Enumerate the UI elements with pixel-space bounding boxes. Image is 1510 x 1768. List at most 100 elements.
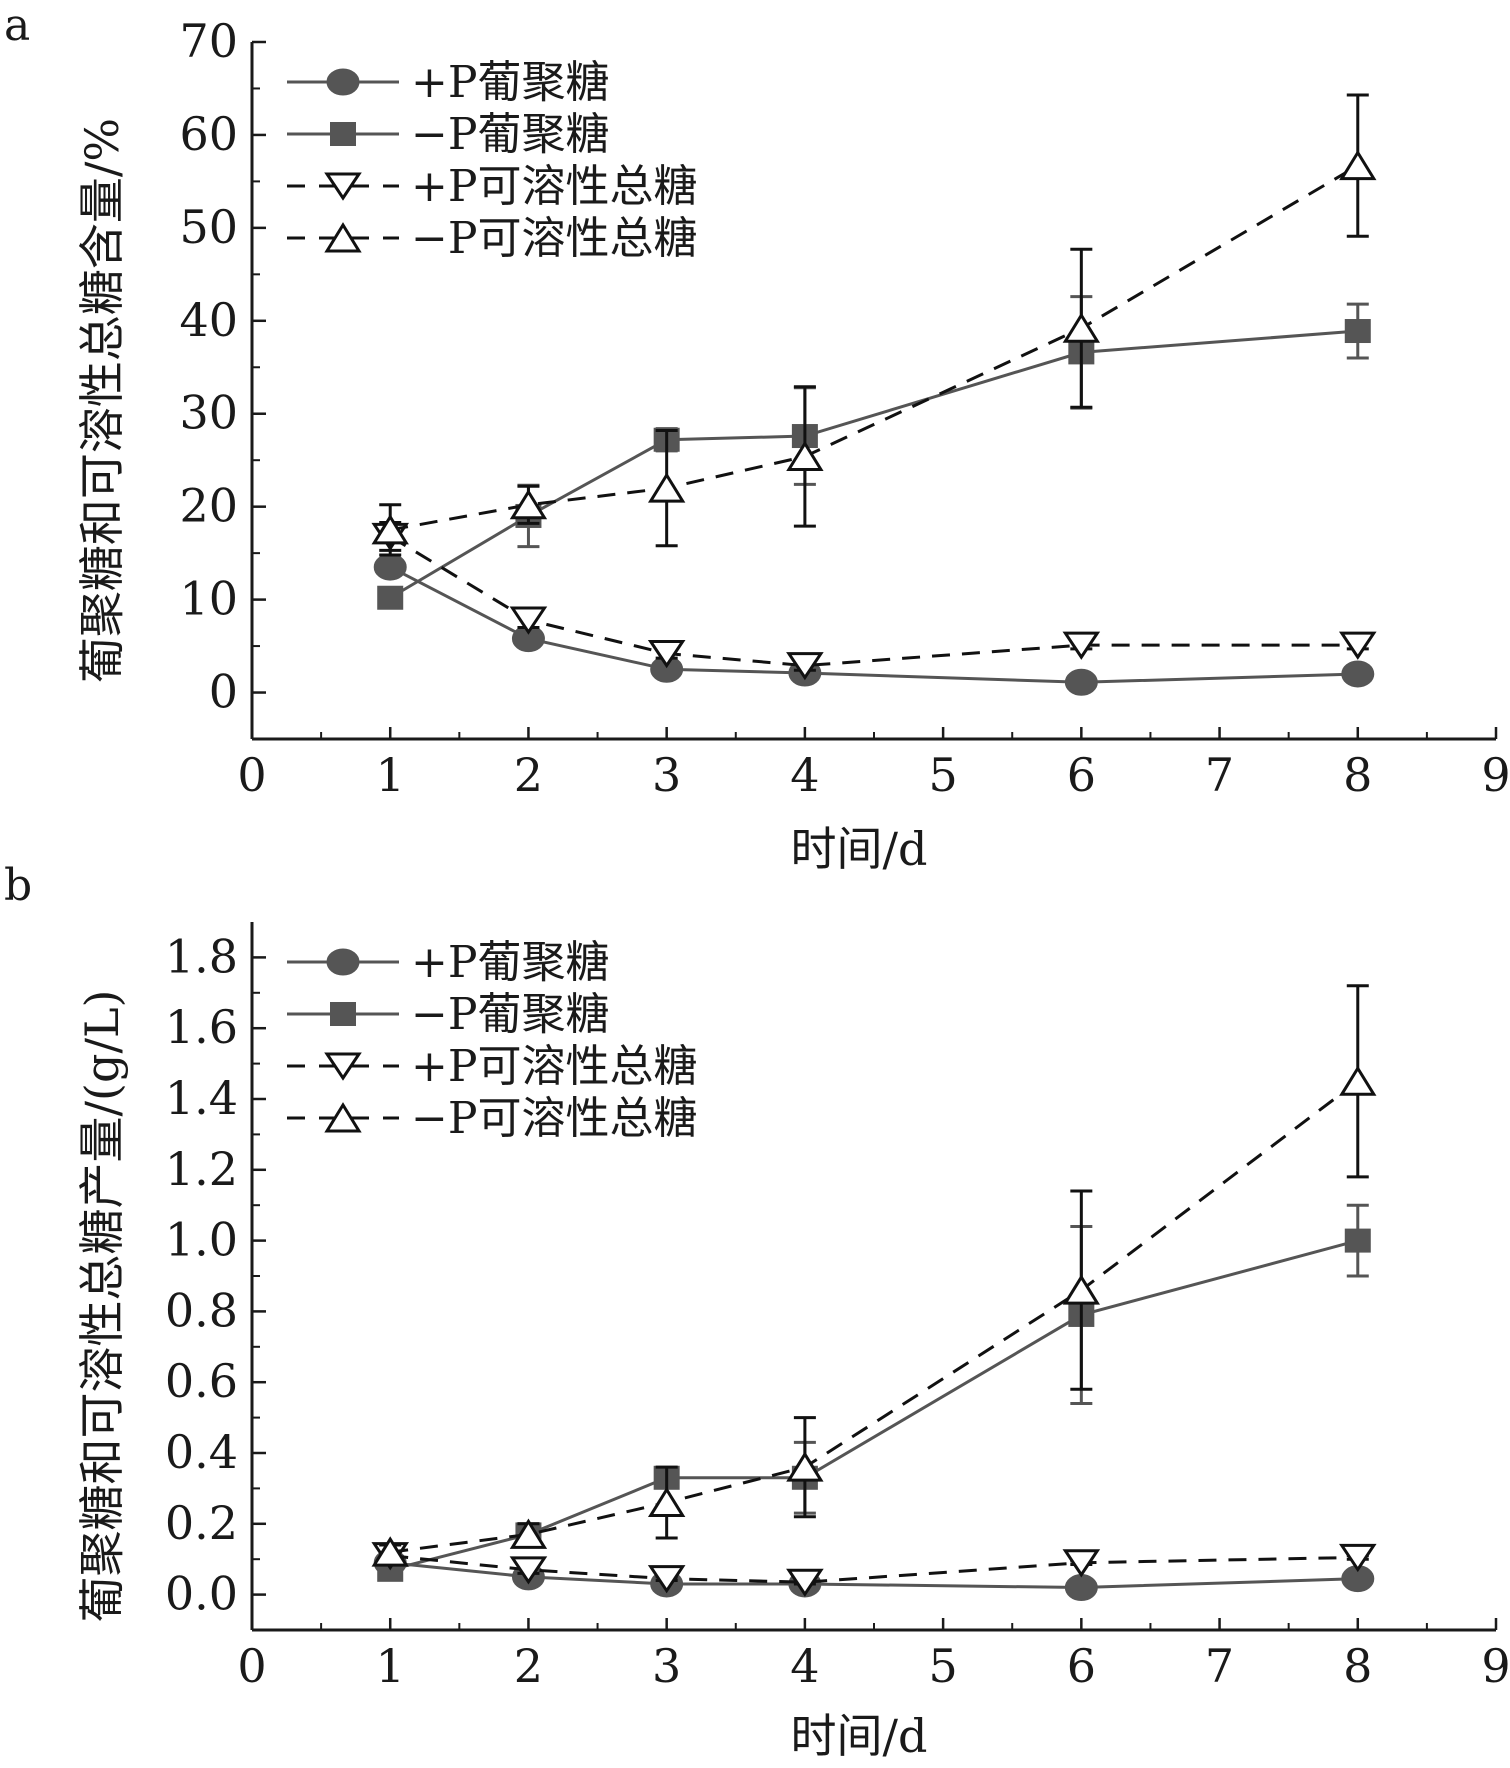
data-point <box>647 472 686 503</box>
legend: +P葡聚糖−P葡聚糖+P可溶性总糖−P可溶性总糖 <box>287 57 697 264</box>
data-point <box>1062 1549 1101 1578</box>
y-tick-label: 20 <box>179 479 238 533</box>
y-tick-label: 0 <box>209 665 238 719</box>
x-tick-label: 3 <box>652 748 681 802</box>
data-point <box>1344 319 1371 344</box>
y-tick-label: 40 <box>179 293 238 347</box>
data-point <box>647 640 686 669</box>
y-tick-label: 0.4 <box>165 1425 238 1479</box>
legend-label: +P可溶性总糖 <box>411 161 697 212</box>
y-tick-label: 1.4 <box>165 1071 238 1125</box>
legend-label: −P葡聚糖 <box>411 109 609 160</box>
data-point <box>1338 631 1377 660</box>
y-tick-label: 1.8 <box>165 929 238 983</box>
x-axis-title: 时间/d <box>791 1709 928 1763</box>
series-line <box>390 1080 1359 1554</box>
data-point <box>786 440 824 471</box>
x-tick-label: 5 <box>928 748 957 802</box>
legend-label: +P葡聚糖 <box>411 937 609 988</box>
y-tick-label: 0.0 <box>165 1567 238 1621</box>
y-tick-label: 10 <box>179 572 238 626</box>
y-tick-label: 1.0 <box>165 1213 238 1267</box>
legend-marker <box>324 172 362 201</box>
data-point <box>1341 660 1375 688</box>
series-line <box>389 565 1358 684</box>
y-tick-label: 1.2 <box>165 1142 238 1196</box>
data-point <box>1062 1274 1101 1305</box>
series-line <box>389 329 1358 600</box>
series-3 <box>371 93 1377 557</box>
y-tick-label: 70 <box>179 14 238 68</box>
legend: +P葡聚糖−P葡聚糖+P可溶性总糖−P可溶性总糖 <box>287 937 697 1144</box>
series-line <box>389 1239 1359 1572</box>
legend-marker <box>324 222 362 253</box>
data-point <box>509 1556 548 1585</box>
x-tick-label: 5 <box>928 1639 957 1693</box>
data-point <box>1339 1065 1377 1096</box>
y-axis-title: 葡聚糖和可溶性总糖含量/% <box>75 118 129 683</box>
series-line <box>390 1561 1358 1590</box>
x-tick-label: 8 <box>1343 748 1372 802</box>
y-tick-label: 1.6 <box>165 1000 238 1054</box>
x-tick-label: 0 <box>237 748 266 802</box>
legend-marker <box>330 1002 356 1026</box>
panel-letter: a <box>4 0 30 51</box>
y-tick-label: 30 <box>179 386 238 440</box>
legend-label: −P可溶性总糖 <box>411 1093 697 1144</box>
data-point <box>786 1451 824 1482</box>
y-tick-label: 0.2 <box>165 1496 238 1550</box>
legend-marker <box>330 122 356 146</box>
data-point <box>371 1536 409 1567</box>
series-3 <box>371 984 1377 1567</box>
legend-marker <box>324 1102 362 1133</box>
x-tick-label: 2 <box>514 748 543 802</box>
x-tick-label: 2 <box>514 1639 543 1693</box>
x-tick-label: 0 <box>237 1639 266 1693</box>
legend-marker <box>326 948 360 976</box>
data-point <box>509 1518 548 1549</box>
data-point <box>1064 1574 1098 1602</box>
panel-letter: b <box>4 860 32 911</box>
data-point <box>1062 312 1101 343</box>
series-0 <box>373 553 1375 696</box>
x-tick-label: 4 <box>790 1639 819 1693</box>
x-axis-title: 时间/d <box>791 822 928 876</box>
data-point <box>1064 668 1098 696</box>
legend-marker <box>324 1052 362 1081</box>
x-tick-label: 7 <box>1205 1639 1234 1693</box>
x-tick-label: 8 <box>1343 1639 1372 1693</box>
panel-b-chart: b 0 1 2 3 4 5 6 7 8 9 0.0 0.2 0.4 0.6 0.8 1.0 1.2 1.4 1.6 1.… <box>4 860 1510 1763</box>
x-tick-label: 1 <box>376 1639 405 1693</box>
x-tick-label: 7 <box>1205 748 1234 802</box>
x-tick-label: 9 <box>1481 1639 1510 1693</box>
legend-marker <box>326 68 360 96</box>
x-tick-label: 6 <box>1067 748 1096 802</box>
x-tick-label: 1 <box>376 748 405 802</box>
legend-label: +P葡聚糖 <box>411 57 609 108</box>
data-point <box>373 553 407 581</box>
data-point <box>786 652 824 681</box>
y-tick-label: 0.8 <box>165 1283 238 1337</box>
data-point <box>1339 149 1377 181</box>
data-point <box>1344 1228 1371 1253</box>
panel-a-chart: a 0 1 2 3 4 5 6 7 8 9 0 10 20 30 40 50 60 70 时间/d 葡聚糖和可溶性总糖含… <box>4 0 1510 876</box>
x-tick-label: 4 <box>790 748 819 802</box>
legend-label: −P葡聚糖 <box>411 989 609 1040</box>
legend-label: −P可溶性总糖 <box>411 213 697 264</box>
data-point <box>786 1568 824 1597</box>
data-point <box>1062 631 1101 660</box>
data-point <box>509 488 548 520</box>
data-point <box>647 1486 686 1518</box>
series-line <box>389 535 1358 668</box>
series-1 <box>377 295 1371 610</box>
x-tick-label: 3 <box>652 1639 681 1693</box>
series-line <box>390 1554 1358 1584</box>
y-tick-label: 60 <box>179 107 238 161</box>
y-tick-label: 50 <box>179 200 238 254</box>
data-point <box>371 514 409 545</box>
data-point <box>647 1565 686 1594</box>
y-tick-label: 0.6 <box>165 1354 238 1408</box>
legend-label: +P可溶性总糖 <box>411 1041 697 1092</box>
data-point <box>509 606 548 635</box>
